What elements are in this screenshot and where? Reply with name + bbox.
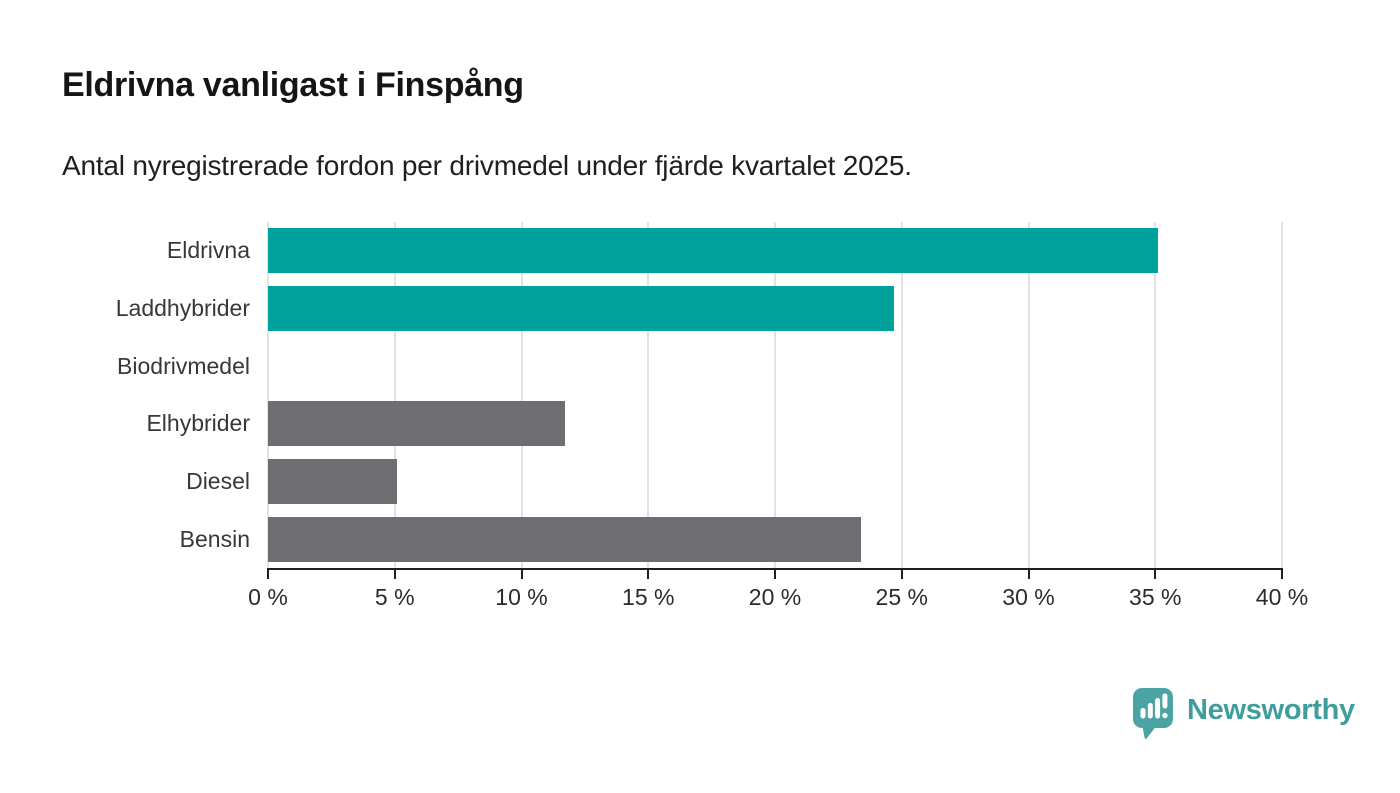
x-tick-label-15: 15 %	[622, 584, 675, 610]
gridline-20	[774, 222, 776, 568]
bar-eldrivna	[268, 228, 1158, 274]
category-label-biodrivmedel: Biodrivmedel	[117, 352, 250, 379]
category-label-bensin: Bensin	[179, 525, 250, 552]
gridline-5	[393, 222, 396, 568]
gridline-40	[1281, 222, 1283, 568]
x-tick-label-30: 30 %	[1002, 584, 1055, 610]
x-tick-label-25: 25 %	[875, 584, 928, 610]
gridline-30	[1027, 222, 1030, 568]
newsworthy-logo: Newsworthy	[1131, 686, 1355, 741]
x-tick-label-20: 20 %	[748, 584, 802, 610]
chart-subtitle: Antal nyregistrerade fordon per drivmede…	[62, 150, 912, 181]
gridline-15	[647, 222, 650, 568]
x-tick-label-35: 35 %	[1129, 584, 1182, 610]
x-tick-15	[647, 570, 650, 579]
bar-bensin	[268, 516, 862, 562]
gridline-0	[267, 222, 269, 568]
x-tick-label-10: 10 %	[495, 584, 548, 610]
x-tick-30	[1027, 570, 1030, 579]
x-tick-35	[1154, 570, 1157, 579]
x-tick-5	[393, 570, 396, 579]
plot-area	[267, 222, 1283, 568]
chart-title: Eldrivna vanligast i Finspång	[62, 66, 524, 104]
bar-elhybrider	[268, 401, 565, 447]
y-axis-labels: Eldrivna Laddhybrider Biodrivmedel Elhybrid…	[0, 222, 250, 568]
bar-diesel	[268, 459, 398, 504]
x-tick-20	[774, 570, 776, 579]
category-label-elhybrider: Elhybrider	[146, 410, 250, 437]
category-label-laddhybrider: Laddhybrider	[115, 295, 250, 321]
newsworthy-logo-icon	[1133, 688, 1173, 740]
category-label-diesel: Diesel	[186, 468, 250, 495]
gridline-35	[1154, 222, 1157, 568]
x-tick-label-40: 40 %	[1255, 584, 1309, 610]
newsworthy-logo-text: Newsworthy	[1187, 694, 1355, 726]
x-tick-label-5: 5 %	[374, 584, 415, 610]
bar-laddhybrider	[268, 286, 895, 331]
x-tick-25	[900, 570, 903, 579]
x-tick-0	[267, 570, 269, 579]
x-tick-label-0: 0 %	[248, 584, 288, 610]
x-tick-10	[520, 570, 523, 579]
x-axis-line	[267, 568, 1283, 570]
category-label-eldrivna: Eldrivna	[166, 237, 250, 264]
x-tick-40	[1281, 570, 1283, 579]
gridline-25	[900, 222, 903, 568]
gridline-10	[520, 222, 523, 568]
